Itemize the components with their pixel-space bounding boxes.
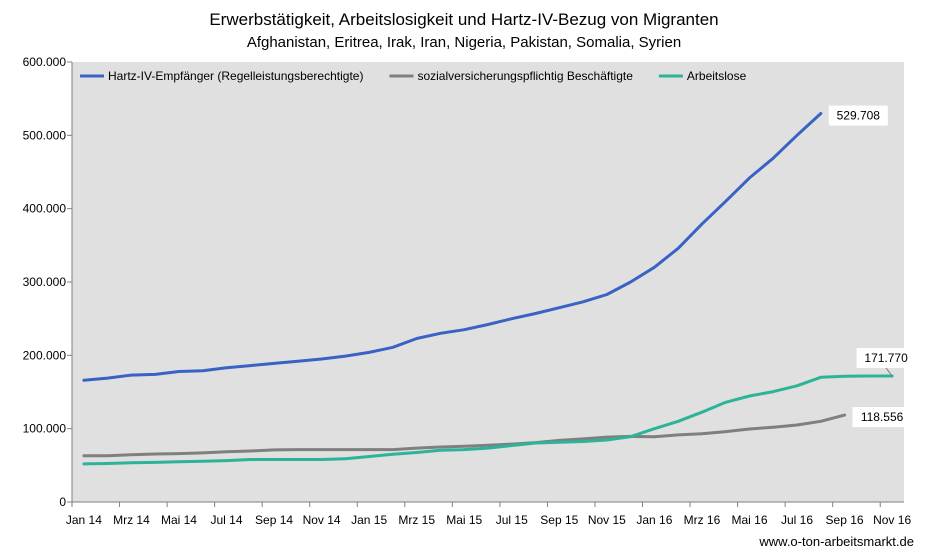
x-tick-label: Mrz 16 [684,513,721,527]
legend: Hartz-IV-Empfänger (Regelleistungsberech… [80,69,747,83]
x-tick-label: Mai 15 [446,513,482,527]
end-label: 171.770 [856,348,916,377]
series-line [82,374,894,466]
x-tick-label: Sep 16 [826,513,864,527]
end-label-value: 171.770 [864,351,908,365]
x-tick-label: Jan 16 [636,513,672,527]
x-tick-label: Mrz 15 [398,513,435,527]
x-tick-label: Jul 15 [496,513,528,527]
chart-title: Erwerbstätigkeit, Arbeitslosigkeit und H… [209,10,719,29]
x-tick-label: Mai 16 [731,513,767,527]
x-tick-label: Nov 14 [303,513,341,527]
y-tick-label: 300.000 [23,275,67,289]
end-label-leader [885,367,893,377]
x-tick-label: Sep 14 [255,513,293,527]
x-tick-label: Nov 15 [588,513,626,527]
legend-label: Arbeitslose [687,69,747,83]
end-label-value: 118.556 [861,410,904,424]
x-tick-label: Sep 15 [540,513,578,527]
legend-entry: Hartz-IV-Empfänger (Regelleistungsberech… [80,69,363,83]
end-label-box [828,105,888,126]
series-line [82,413,847,458]
x-axis: Jan 14 Mrz 14 Mai 14 Jul 14 Sep 14 Nov 14 Jan … [66,501,911,527]
end-label-box [856,348,916,369]
source-note: www.o-ton-arbeitsmarkt.de [759,534,914,549]
y-tick-label: 200.000 [23,348,67,362]
end-label: 118.556 [852,407,912,428]
legend-entry: Arbeitslose [658,69,747,83]
chart-subtitle: Afghanistan, Eritrea, Irak, Iran, Nigeri… [246,34,682,51]
y-tick-label: 100.000 [23,422,67,436]
x-tick-label: Mai 14 [161,513,197,527]
x-tick-label: Mrz 14 [113,513,150,527]
legend-label: sozialversicherungspflichtig Beschäftigt… [417,69,633,83]
y-axis: 0 100.000 200.000 300.000 400.000 500.000 600.… [23,55,73,509]
legend-entry: sozialversicherungspflichtig Beschäftigt… [389,69,633,83]
end-label-box [852,407,912,428]
y-tick-label: 400.000 [23,202,67,216]
x-tick-label: Jan 15 [351,513,387,527]
end-label-value: 529.708 [837,109,881,123]
end-label: 529.708 [828,105,888,126]
legend-label: Hartz-IV-Empfänger (Regelleistungsberech… [108,69,363,83]
series-layer [82,112,894,466]
y-tick-label: 600.000 [23,55,67,69]
x-tick-label: Jul 16 [781,513,813,527]
y-tick-label: 0 [59,495,66,509]
series-line [82,112,823,382]
end-labels: 529.708 118.556 171.770 [828,105,916,428]
x-tick-label: Jan 14 [66,513,102,527]
x-tick-label: Nov 16 [873,513,911,527]
plot-background [72,62,904,502]
y-tick-label: 500.000 [23,128,67,142]
x-tick-label: Jul 14 [210,513,242,527]
